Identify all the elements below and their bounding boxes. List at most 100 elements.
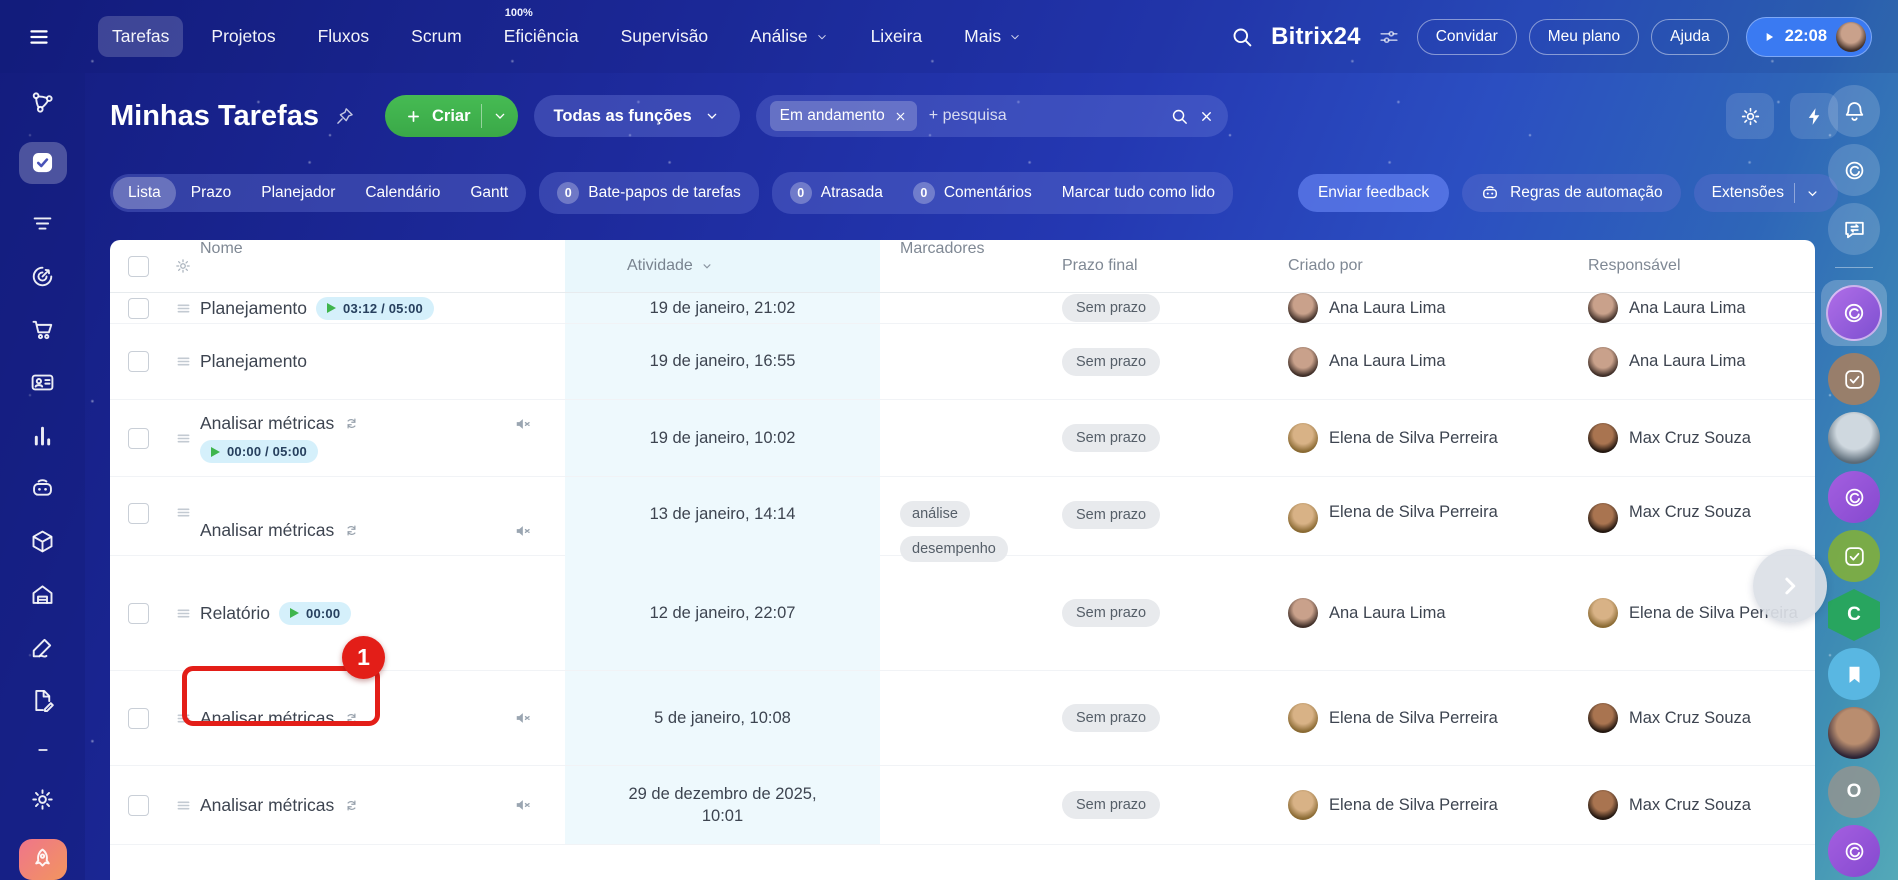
avatar[interactable] [1288,423,1318,453]
avatar[interactable] [1288,790,1318,820]
row-checkbox[interactable] [127,602,149,624]
task-chats-item[interactable]: 0 Bate-papos de tarefas [542,175,756,211]
nav-item-tarefas[interactable]: Tarefas [98,16,184,57]
user2-avatar[interactable] [1828,707,1880,759]
notifications-bell-icon[interactable] [1828,85,1880,137]
messenger-sync-icon[interactable] [1828,203,1880,255]
task-name[interactable]: Analisar métricas [200,794,335,815]
extensions-button[interactable]: Extensões [1693,174,1838,212]
create-task-button[interactable]: Criar [384,95,518,137]
sidebar-item-document-sign-icon[interactable] [29,687,56,714]
timer-chip[interactable]: 00:00 [279,601,352,625]
avatar[interactable] [1588,293,1618,323]
person-name[interactable]: Max Cruz Souza [1629,708,1751,727]
person-name[interactable]: Max Cruz Souza [1629,428,1751,447]
avatar[interactable] [1288,503,1318,533]
marker-chip[interactable]: análise [900,501,970,527]
drag-handle-icon[interactable] [174,352,193,371]
task-row[interactable]: Planejamento 03:12 / 05:00 19 de janeiro, … [110,293,1815,324]
avatar[interactable] [1288,703,1318,733]
task-name[interactable]: Analisar métricas [200,520,335,540]
deadline-badge[interactable]: Sem prazo [1062,424,1161,452]
nav-item-scrum[interactable]: Scrum [397,16,476,57]
person-name[interactable]: Ana Laura Lima [1329,352,1446,370]
user-avatar[interactable] [1836,21,1866,52]
sidebar-item-network-icon[interactable] [29,89,56,116]
sidebar-item-store-icon[interactable] [29,316,56,343]
tasks-app-icon[interactable] [1828,353,1880,405]
avatar[interactable] [1288,293,1318,323]
avatar[interactable] [1588,598,1618,628]
person-name[interactable]: Ana Laura Lima [1629,298,1746,317]
person-name[interactable]: Ana Laura Lima [1329,603,1446,622]
drag-handle-icon[interactable] [174,709,193,728]
view-tab-lista[interactable]: Lista [113,177,176,209]
sidebar-item-contact-center-icon[interactable] [29,369,56,396]
view-tab-gantt[interactable]: Gantt [470,184,509,201]
nav-item-eficiencia[interactable]: 100% Eficiência [490,7,593,57]
sidebar-item-sign-pen-icon[interactable] [29,634,56,661]
row-checkbox[interactable] [127,503,149,524]
drag-handle-icon[interactable] [174,796,193,815]
task-row[interactable]: Analisar métricas 5 de janeiro, 10:08 Sem … [110,671,1815,766]
drag-handle-icon[interactable] [174,299,193,318]
timer-chip[interactable]: 00:00 / 05:00 [200,440,318,463]
deadline-badge[interactable]: Sem prazo [1062,294,1161,322]
sidebar-item-collapse-dash-icon[interactable] [33,740,53,760]
convidar-button[interactable]: Convidar [1416,18,1517,55]
column-header-created-by[interactable]: Criado por [1288,257,1363,274]
user-avatar[interactable] [1828,412,1880,464]
chevron-down-icon[interactable] [1805,186,1820,201]
nav-item-supervisao[interactable]: Supervisão [607,16,723,57]
row-checkbox[interactable] [127,297,149,319]
avatar[interactable] [1588,423,1618,453]
nav-item-lixeira[interactable]: Lixeira [857,16,937,57]
task-row[interactable]: Relatório 00:00 12 de janeiro, 22:07 Sem pr… [110,556,1815,671]
sidebar-item-analytics-icon[interactable] [29,422,56,449]
avatar[interactable] [1588,346,1618,377]
person-name[interactable]: Elena de Silva Perreira [1329,503,1498,521]
task-row[interactable]: Analisar métricas 13 de janeiro, 14:14 aná… [110,477,1815,562]
avatar[interactable] [1588,703,1618,733]
deadline-badge[interactable]: Sem prazo [1062,501,1161,529]
filter-search-bar[interactable]: Em andamento + pesquisa [755,95,1228,137]
copilot-icon[interactable] [1828,144,1880,196]
column-header-markers[interactable]: Marcadores [900,240,985,257]
row-checkbox[interactable] [127,427,149,449]
drag-handle-icon[interactable] [174,604,193,623]
sidebar-item-tasks-active[interactable] [18,142,67,184]
mark-all-read-button[interactable]: Marcar tudo como lido [1061,184,1216,201]
chevron-down-icon[interactable] [492,108,508,124]
time-tracker-pill[interactable]: 22:08 [1745,16,1872,57]
task-row[interactable]: Analisar métricas 29 de dezembro de 2025,… [110,766,1815,845]
task-name[interactable]: Planejamento [200,351,308,371]
sidebar-item-settings-gear-icon[interactable] [29,786,56,813]
view-tab-prazo[interactable]: Prazo [190,184,232,201]
select-all-checkbox[interactable] [127,255,149,277]
task-chats-pill[interactable]: 0 Bate-papos de tarefas [539,172,759,214]
drag-handle-icon[interactable] [174,429,193,448]
filter-chip-em-andamento[interactable]: Em andamento [769,101,917,131]
column-settings-gear-icon[interactable] [174,257,192,275]
counter-comentarios[interactable]: 0 Comentários [898,175,1047,211]
send-feedback-button[interactable]: Enviar feedback [1297,174,1450,212]
search-placeholder[interactable]: + pesquisa [928,107,1007,124]
task-name[interactable]: Analisar métricas [200,707,335,728]
column-header-name[interactable]: Nome [200,240,243,257]
close-icon[interactable] [894,110,907,123]
meu-plano-button[interactable]: Meu plano [1528,18,1640,55]
view-tab-calendario[interactable]: Calendário [365,184,441,201]
person-name[interactable]: Elena de Silva Perreira [1629,603,1798,622]
row-checkbox[interactable] [127,351,149,372]
column-header-responsible[interactable]: Responsável [1588,257,1681,274]
task-name[interactable]: Relatório [200,602,271,623]
letter-o-badge[interactable]: O [1828,766,1880,818]
hexagon-c-badge[interactable]: C [1828,589,1880,641]
nav-item-fluxos[interactable]: Fluxos [304,16,384,57]
search-icon[interactable] [1170,107,1189,126]
person-name[interactable]: Elena de Silva Perreira [1329,708,1498,727]
marker-chip[interactable]: desempenho [900,536,1008,562]
counter-atrasada[interactable]: 0 Atrasada [775,175,898,211]
next-page-arrow[interactable] [1753,549,1827,623]
pin-icon[interactable] [335,106,355,126]
